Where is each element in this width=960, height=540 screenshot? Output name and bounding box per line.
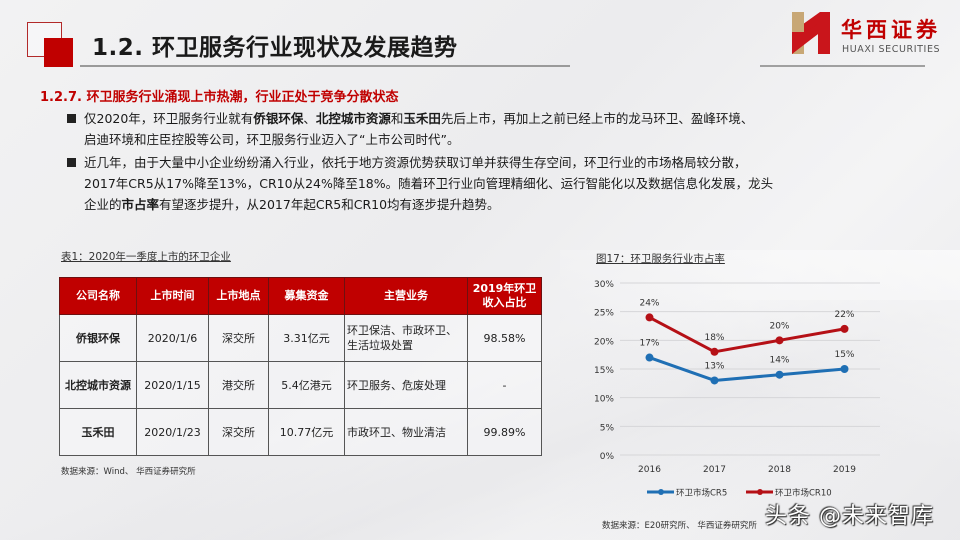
revenue-share-cell: 99.89% (467, 408, 542, 456)
bullet-text-line: 企业的市占率有望逐步提升，从2017年起CR5和CR10均有逐步提升趋势。 (84, 194, 773, 215)
table-header-cell: 2019年环卫 收入占比 (467, 277, 542, 315)
highlighted-term: 侨银环保 (253, 111, 304, 126)
main-business-cell: 市政环卫、物业清洁 (344, 408, 468, 456)
data-point-marker (710, 376, 719, 385)
data-point-marker (840, 365, 849, 373)
revenue-share-cell: 98.58% (467, 314, 542, 362)
series-line-cr5 (649, 356, 845, 382)
highlighted-term: 市占率 (121, 197, 160, 212)
brand-divider (760, 65, 925, 67)
table-caption: 表1：2020年一季度上市的环卫企业 (61, 251, 231, 263)
page-title: 1.2. 环卫服务行业现状及发展趋势 (92, 35, 458, 61)
ipo-companies-table: 公司名称 上市时间 上市地点 募集资金 主营业务 2019年环卫 收入占比 侨银环保 2020… (59, 277, 542, 456)
data-label: 22% (834, 310, 854, 320)
watermark: 头条 @未来智库 (765, 504, 934, 529)
title-divider (80, 65, 570, 67)
data-point-marker (775, 370, 784, 379)
y-tick-label: 5% (600, 423, 615, 433)
data-label: 14% (769, 356, 789, 366)
table-header-cell: 募集资金 (268, 277, 345, 315)
text-run: 先后上市，再加上之前已经上市的龙马环卫、盈峰环境、 (440, 111, 754, 126)
chart-caption: 图17：环卫服务行业市占率 (596, 253, 725, 265)
text-run: 启迪环境和庄臣控股等公司，环卫服务行业迈入了“上市公司时代”。 (84, 132, 460, 147)
huaxi-logo: 华西证券 HUAXI SECURITIES (790, 8, 960, 60)
data-label: 20% (769, 321, 789, 331)
data-point-marker (840, 324, 849, 333)
y-tick-label: 10% (594, 395, 614, 405)
funds-raised-cell: 5.4亿港元 (268, 361, 345, 409)
data-label: 15% (834, 350, 854, 360)
y-tick-label: 0% (600, 452, 615, 462)
data-label: 24% (639, 298, 659, 308)
company-name-cell: 侨银环保 (59, 314, 137, 362)
x-tick-label: 2018 (768, 465, 791, 475)
text-run: 和 (390, 111, 404, 126)
listing-date-cell: 2020/1/6 (136, 314, 209, 362)
huaxi-h-logo-icon (792, 12, 830, 54)
bullet-text-line: 近几年，由于大量中小企业纷纷涌入行业，依托于地方资源优势获取订单并获得生存空间，… (67, 152, 773, 173)
y-tick-label: 30% (594, 280, 614, 290)
data-label: 18% (704, 333, 724, 343)
text-run: 、 (303, 111, 316, 126)
market-share-line-chart: 0% 5% 10% 15% 20% 25% 30% 2016 2017 2018 2019 17% 13… (594, 280, 880, 499)
data-point-marker (775, 336, 784, 345)
table-row: 侨银环保 2020/1/6 深交所 3.31亿元 环卫保洁、市政环卫、 生活垃圾处置 98.… (59, 314, 542, 362)
highlighted-term: 北控城市资源 (315, 111, 391, 126)
table-header-cell: 主营业务 (344, 277, 468, 315)
highlighted-term: 玉禾田 (403, 111, 441, 126)
table-row: 玉禾田 2020/1/23 深交所 10.77亿元 市政环卫、物业清洁 99.89% (59, 408, 542, 456)
company-name-cell: 玉禾田 (59, 408, 137, 456)
legend-marker-icon (658, 489, 664, 495)
data-point-marker (645, 313, 654, 322)
bullet-text-line: 仅2020年，环卫服务行业就有侨银环保、北控城市资源和玉禾田先后上市，再加上之前… (67, 108, 754, 129)
brand-name-en: HUAXI SECURITIES (842, 44, 941, 55)
text-run: 仅2020年，环卫服务行业就有 (84, 111, 254, 126)
y-tick-label: 20% (594, 337, 614, 347)
revenue-share-cell: - (467, 361, 542, 409)
table-header-cell: 上市地点 (208, 277, 269, 315)
x-tick-label: 2017 (703, 465, 726, 475)
listing-date-cell: 2020/1/23 (136, 408, 209, 456)
text-run: 企业的 (84, 197, 122, 212)
x-tick-label: 2016 (638, 465, 661, 475)
legend-label: 环卫市场CR5 (676, 488, 727, 499)
legend-label: 环卫市场CR10 (775, 488, 832, 499)
brand-name-cn: 华西证券 (841, 17, 941, 42)
bullet-paragraph-1: 仅2020年，环卫服务行业就有侨银环保、北控城市资源和玉禾田先后上市，再加上之前… (67, 108, 754, 150)
company-name-cell: 北控城市资源 (59, 361, 137, 409)
table-header-cell: 上市时间 (136, 277, 209, 315)
table-header-cell: 公司名称 (59, 277, 137, 315)
table-row: 北控城市资源 2020/1/15 港交所 5.4亿港元 环卫服务、危废处理 - (59, 361, 542, 409)
title-squares-icon (27, 22, 73, 67)
square-bullet-icon (67, 114, 76, 123)
bullet-paragraph-2: 近几年，由于大量中小企业纷纷涌入行业，依托于地方资源优势获取订单并获得生存空间，… (67, 152, 773, 215)
y-tick-label: 25% (594, 309, 614, 319)
data-point-marker (710, 347, 719, 356)
bullet-text-line: 启迪环境和庄臣控股等公司，环卫服务行业迈入了“上市公司时代”。 (84, 129, 753, 150)
text-run: 有望逐步提升，从2017年起CR5和CR10均有逐步提升趋势。 (159, 197, 500, 212)
square-bullet-icon (67, 158, 76, 167)
text-run: 近几年，由于大量中小企业纷纷涌入行业，依托于地方资源优势获取订单并获得生存空间，… (84, 155, 747, 170)
x-tick-label: 2019 (833, 465, 856, 475)
text-run: 2017年CR5从17%降至13%，CR10从24%降至18%。随着环卫行业向管… (84, 176, 774, 191)
chart-source-note: 数据来源：E20研究所、 华西证券研究所 (602, 521, 757, 531)
series-line-cr10 (648, 316, 845, 354)
main-business-cell: 环卫服务、危废处理 (344, 361, 468, 409)
bullet-text-line: 2017年CR5从17%降至13%，CR10从24%降至18%。随着环卫行业向管… (84, 173, 773, 194)
funds-raised-cell: 10.77亿元 (268, 408, 345, 456)
main-business-cell: 环卫保洁、市政环卫、 生活垃圾处置 (344, 314, 468, 362)
table-source-note: 数据来源：Wind、 华西证券研究所 (61, 467, 196, 477)
exchange-cell: 港交所 (208, 361, 269, 409)
funds-raised-cell: 3.31亿元 (268, 314, 345, 362)
data-point-marker (645, 353, 654, 362)
y-tick-label: 15% (594, 366, 614, 376)
table-header-row: 公司名称 上市时间 上市地点 募集资金 主营业务 2019年环卫 收入占比 (59, 277, 542, 315)
exchange-cell: 深交所 (208, 314, 269, 362)
data-label: 17% (639, 339, 659, 349)
listing-date-cell: 2020/1/15 (136, 361, 209, 409)
legend-marker-icon (757, 489, 763, 495)
section-heading: 1.2.7. 环卫服务行业涌现上市热潮，行业正处于竞争分散状态 (40, 90, 399, 105)
exchange-cell: 深交所 (208, 408, 269, 456)
data-label: 13% (704, 361, 724, 371)
